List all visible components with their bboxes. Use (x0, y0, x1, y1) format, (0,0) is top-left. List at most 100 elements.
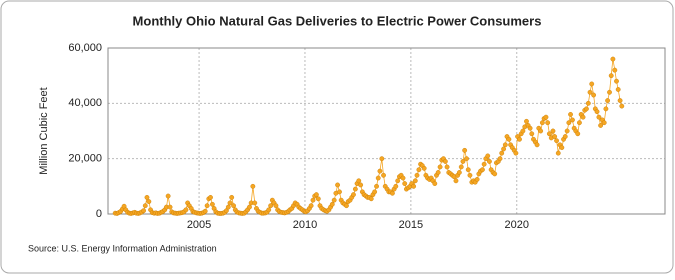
data-point (368, 196, 374, 202)
data-point (598, 123, 604, 128)
data-point (601, 120, 607, 126)
data-point (462, 147, 468, 153)
y-tick-label: 0 (96, 208, 102, 220)
data-point (165, 193, 171, 199)
data-point (421, 165, 427, 171)
data-point (227, 200, 233, 206)
data-point (499, 150, 505, 156)
data-point (372, 189, 378, 195)
data-point (589, 81, 595, 87)
data-point (442, 159, 448, 164)
data-point (474, 177, 480, 182)
data-point (607, 89, 612, 95)
data-point (552, 134, 558, 139)
data-point (402, 181, 408, 186)
data-point (555, 150, 561, 156)
data-point (400, 175, 406, 181)
data-point (268, 203, 274, 209)
data-point (460, 159, 466, 164)
source-note: Source: U.S. Energy Information Administ… (28, 243, 217, 253)
data-point (273, 203, 279, 209)
data-point (458, 164, 464, 170)
data-point (331, 197, 337, 203)
data-point (375, 175, 381, 181)
data-point (513, 150, 519, 156)
data-point (480, 167, 485, 173)
data-point (570, 117, 575, 123)
data-point (351, 192, 356, 198)
data-point (146, 199, 152, 204)
data-point (266, 207, 272, 213)
data-point (337, 189, 342, 195)
data-point (453, 178, 459, 184)
data-point (517, 136, 522, 142)
data-point (204, 203, 210, 209)
data-point (520, 128, 526, 134)
data-point (315, 196, 321, 202)
data-point (529, 131, 535, 137)
y-axis-label: Million Cubic Feet (38, 87, 50, 174)
data-point (584, 106, 589, 112)
data-point (554, 138, 559, 144)
data-point (352, 186, 358, 192)
data-point (395, 178, 401, 184)
data-point (142, 203, 148, 209)
data-point (344, 203, 349, 209)
data-point (580, 114, 586, 120)
data-point (539, 120, 545, 126)
data-point (596, 114, 602, 120)
data-point (416, 167, 422, 173)
x-tick-label: 2020 (505, 219, 529, 231)
data-point (465, 167, 471, 173)
data-point (506, 136, 512, 142)
data-point (252, 200, 258, 206)
data-point (492, 171, 498, 177)
data-point (543, 114, 549, 120)
data-point (313, 192, 319, 198)
y-tick-label: 60,000 (68, 42, 102, 54)
data-point (546, 131, 552, 137)
data-point (545, 120, 551, 126)
data-point (559, 145, 565, 151)
data-point (487, 159, 492, 164)
data-point (577, 120, 582, 126)
x-tick-label: 2015 (399, 219, 423, 231)
data-point (467, 172, 473, 178)
data-point (141, 208, 146, 214)
data-point (437, 164, 443, 170)
data-point (464, 156, 469, 162)
data-point (411, 183, 417, 189)
x-tick-label: 2010 (293, 219, 317, 231)
data-point (390, 190, 395, 196)
data-point (358, 182, 364, 188)
data-point (575, 131, 581, 137)
data-point (594, 109, 600, 115)
data-point (379, 156, 385, 162)
data-point (610, 56, 616, 62)
data-point (456, 170, 462, 175)
data-point (412, 178, 418, 184)
data-point (356, 178, 362, 184)
data-point (497, 156, 503, 162)
data-point (231, 203, 236, 209)
data-point (485, 153, 491, 159)
data-point (208, 194, 213, 200)
data-point (615, 87, 621, 92)
data-point (566, 120, 572, 126)
data-point (167, 204, 173, 210)
data-point (481, 161, 487, 167)
data-point (310, 197, 316, 203)
data-point (562, 134, 568, 139)
data-point (308, 203, 314, 209)
data-point (614, 78, 619, 84)
data-point (381, 172, 386, 178)
data-point (329, 201, 335, 207)
data-point (444, 164, 450, 170)
data-point (247, 204, 252, 210)
data-point (568, 112, 573, 117)
data-point (591, 92, 597, 98)
data-point (608, 73, 614, 79)
data-point (229, 194, 235, 200)
